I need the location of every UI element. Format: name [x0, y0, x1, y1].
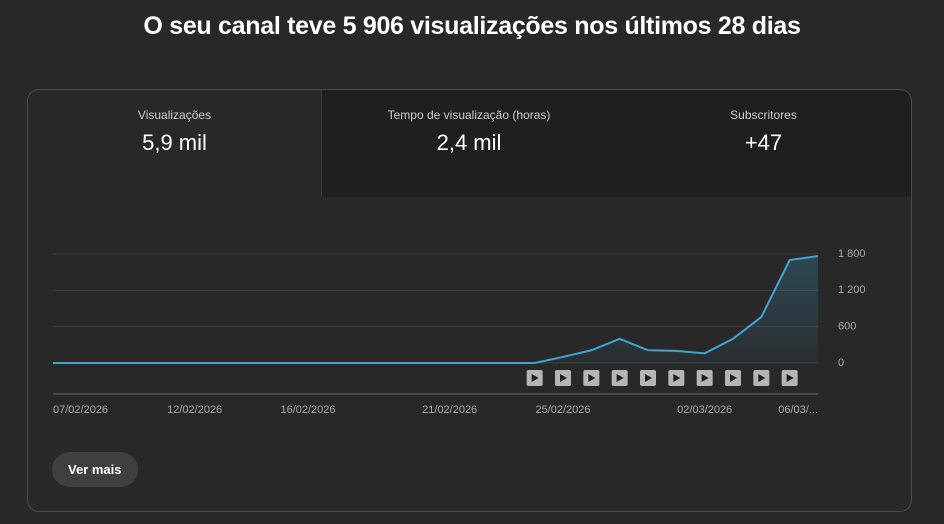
- play-icon: [701, 374, 709, 382]
- tab[interactable]: Subscritores +47: [616, 90, 911, 197]
- tab-value: +47: [744, 130, 783, 155]
- play-icon: [588, 374, 596, 382]
- chart: 0 600 1 200 1 800 07/02/2026 12/02/2026 16/02/…: [53, 248, 866, 416]
- tab-value: 5,9 mil: [142, 130, 207, 155]
- tab-value: 2,4 mil: [436, 130, 502, 155]
- x-tick-label: 16/02/2026: [280, 404, 335, 416]
- play-icon: [730, 374, 737, 382]
- tab-label: Subscritores: [730, 108, 797, 122]
- card: 0 600 1 200 1 800 07/02/2026 12/02/2026 16/02/…: [27, 89, 912, 512]
- y-tick-label: 0: [838, 357, 844, 369]
- y-tick-label: 1 200: [838, 284, 866, 296]
- play-icon: [645, 374, 652, 382]
- play-icon: [616, 374, 624, 382]
- play-icon: [531, 374, 539, 382]
- x-tick-label: 06/03/...: [778, 404, 818, 416]
- tab[interactable]: Tempo de visualização (horas) 2,4 mil: [322, 90, 616, 197]
- tab-label: Visualizações: [137, 108, 212, 122]
- y-tick-label: 1 800: [838, 248, 866, 260]
- video-markers: [526, 370, 798, 386]
- play-icon: [758, 374, 766, 382]
- page-title: O seu canal teve 5 906 visualizações nos…: [143, 12, 801, 40]
- see-more-button[interactable]: Ver mais: [52, 452, 138, 487]
- x-tick-label: 21/02/2026: [422, 404, 477, 416]
- x-tick-label: 07/02/2026: [53, 404, 108, 416]
- y-tick-label: 600: [838, 321, 856, 333]
- play-icon: [673, 374, 681, 382]
- tab[interactable]: Visualizações 5,9 mil: [28, 90, 322, 197]
- x-tick-label: 02/03/2026: [677, 404, 732, 416]
- play-icon: [786, 374, 794, 382]
- line: [53, 255, 819, 364]
- x-tick-label: 25/02/2026: [535, 404, 590, 416]
- x-tick-label: 12/02/2026: [167, 404, 222, 416]
- play-icon: [560, 374, 567, 382]
- area: [53, 256, 818, 363]
- tab-label: Tempo de visualização (horas): [387, 108, 551, 122]
